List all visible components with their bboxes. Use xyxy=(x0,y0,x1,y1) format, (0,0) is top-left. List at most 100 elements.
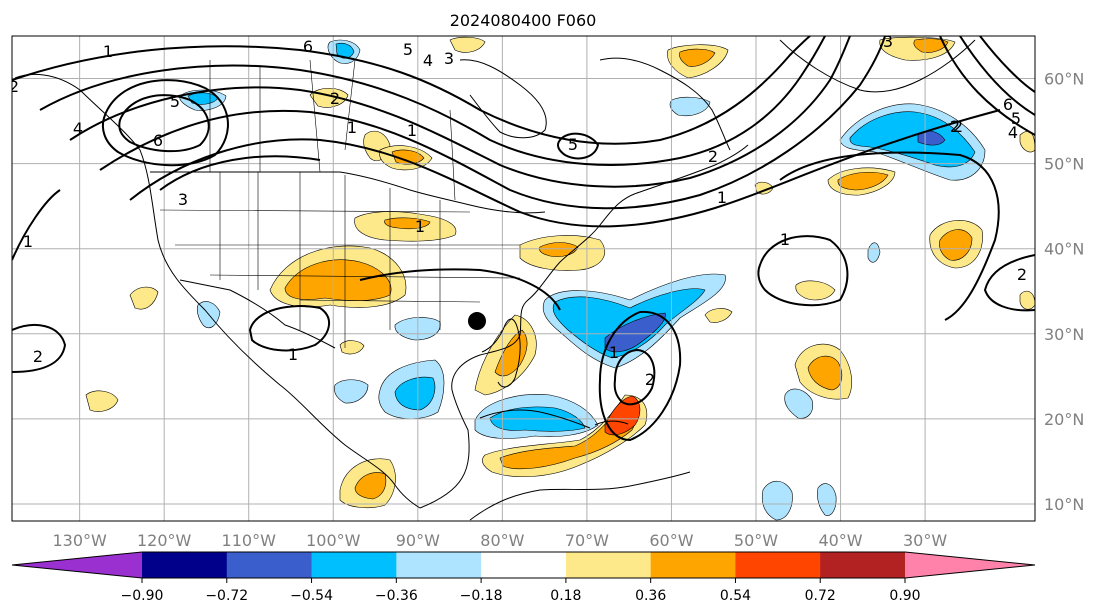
contour-one-east-conus xyxy=(359,268,561,311)
contour-one-west xyxy=(12,189,61,261)
border-canada-provinces xyxy=(209,59,456,201)
contour-tc-inner xyxy=(613,348,656,406)
shade-pacific-positive-1 xyxy=(129,286,159,310)
contour-label: 2 xyxy=(645,370,655,389)
colorbar-segment xyxy=(396,552,482,578)
latitude-tick-label: 30°N xyxy=(1044,325,1084,344)
shade-central-america-positive-core xyxy=(354,472,387,500)
contour-ridge-east-3 xyxy=(979,36,1035,93)
colorbar-tick-label: −0.18 xyxy=(460,588,503,604)
contour-jet-1 xyxy=(12,36,811,145)
colorbar-segment xyxy=(226,552,313,578)
longitude-tick-label: 130°W xyxy=(52,531,107,550)
figure-title: 2024080400 F060 xyxy=(450,11,597,30)
contour-one-far-east xyxy=(983,254,1035,312)
shade-arctic-positive-2-core xyxy=(913,38,949,53)
contour-label: 3 xyxy=(883,32,893,51)
colorbar-tick-label: 0.90 xyxy=(889,588,920,604)
contour-label: 2 xyxy=(33,347,43,366)
latitude-tick-label: 20°N xyxy=(1044,410,1084,429)
coast-south-america xyxy=(469,471,691,521)
colorbar-extend-high xyxy=(905,552,1035,578)
colorbar-tick-label: −0.36 xyxy=(375,588,418,604)
contours xyxy=(12,36,1035,442)
colorbar-segment xyxy=(311,552,397,578)
colorbar-extend-low xyxy=(12,552,142,578)
longitude-tick-label: 110°W xyxy=(222,531,277,550)
shade-gulf-negative-mid xyxy=(394,376,436,411)
contour-label: 2 xyxy=(330,89,340,108)
contour-label: 6 xyxy=(1003,95,1013,114)
shade-mexico-positive-small xyxy=(339,340,365,355)
shade-pacific-positive-2 xyxy=(85,390,119,412)
longitude-tick-label: 60°W xyxy=(649,531,693,550)
shade-atlantic-negative-core xyxy=(604,312,666,353)
coast-florida xyxy=(481,318,521,388)
shade-atlantic-positive-east-core xyxy=(939,229,973,261)
shade-subtropic-positive-small xyxy=(795,280,836,301)
shade-southeast-positive-core xyxy=(494,329,528,377)
shade-subtropic-positive-core xyxy=(807,355,843,391)
contour-two-west xyxy=(12,324,67,373)
contour-label: 1 xyxy=(288,345,298,364)
contour-low-pacific xyxy=(118,94,210,153)
longitude-tick-label: 100°W xyxy=(306,531,361,550)
coast-hudson-bay xyxy=(459,59,547,139)
longitude-tick-label: 50°W xyxy=(734,531,778,550)
shade-newfoundland-positive-core xyxy=(837,171,889,191)
colorbar-segment xyxy=(142,552,228,578)
longitude-tick-label: 120°W xyxy=(137,531,192,550)
latitude-tick-label: 60°N xyxy=(1044,70,1084,89)
contour-one-mexico xyxy=(248,305,330,352)
longitude-tick-label: 40°W xyxy=(818,531,862,550)
contour-labels: 6 5 4 3 6 5 4 3 2 1 6 5 4 2 1 1 2 1 1 2 xyxy=(9,32,1027,389)
contour-label: 2 xyxy=(9,77,19,96)
coast-cuba xyxy=(479,409,591,429)
contour-label: 5 xyxy=(170,92,180,111)
contour-one-atlantic xyxy=(779,151,1000,321)
contour-label: 5 xyxy=(1011,109,1021,128)
map-frame xyxy=(11,35,1036,522)
colorbar-tick-label: −0.90 xyxy=(121,588,164,604)
shade-labrador-positive-core xyxy=(679,48,716,67)
longitude-tick-label: 30°W xyxy=(903,531,947,550)
shade-tropical-negative-2 xyxy=(761,480,793,521)
contour-label: 1 xyxy=(407,121,417,140)
contour-jet-4 xyxy=(99,36,886,210)
contour-ridge-east xyxy=(939,36,1035,136)
contour-jet-3 xyxy=(69,36,851,188)
contour-label: 1 xyxy=(717,188,727,207)
contour-label: 5 xyxy=(403,40,413,59)
shade-great-lakes-positive-core xyxy=(384,217,431,230)
map-panel: 6 5 4 3 6 5 4 3 2 1 6 5 4 2 1 1 2 1 1 2 xyxy=(9,32,1084,550)
gridlines xyxy=(12,36,1035,521)
border-us-mexico xyxy=(179,279,336,349)
border-states-1 xyxy=(219,172,441,348)
contour-label: 2 xyxy=(950,117,960,136)
contour-one-canada xyxy=(159,155,321,191)
coastlines xyxy=(14,39,976,521)
shade-tropical-negative-3 xyxy=(817,483,837,516)
storm-center-dot xyxy=(468,312,486,331)
contour-jet-2 xyxy=(39,36,826,166)
longitude-tick-label: 70°W xyxy=(565,531,609,550)
coast-labrador xyxy=(599,57,731,151)
contour-label: 1 xyxy=(103,42,113,61)
colorbar-tick-label: 0.18 xyxy=(550,588,581,604)
coast-gulf-and-east xyxy=(419,144,749,509)
colorbar-segment xyxy=(650,552,736,578)
border-states-2 xyxy=(159,209,521,303)
border-us-canada xyxy=(150,171,546,214)
colorbar-tick-label: 0.36 xyxy=(635,588,666,604)
contour-low-labrador xyxy=(556,132,600,160)
coast-hispaniola xyxy=(594,420,629,426)
latitude-tick-label: 50°N xyxy=(1044,155,1084,174)
colorbar-tick-label: 0.54 xyxy=(720,588,751,604)
contour-label: 3 xyxy=(444,49,454,68)
contour-label: 1 xyxy=(415,217,425,236)
contour-tc-outer xyxy=(598,310,682,442)
contour-ridge-east-2 xyxy=(959,36,1035,116)
longitude-tick-label: 80°W xyxy=(480,531,524,550)
contour-label: 1 xyxy=(23,232,33,251)
